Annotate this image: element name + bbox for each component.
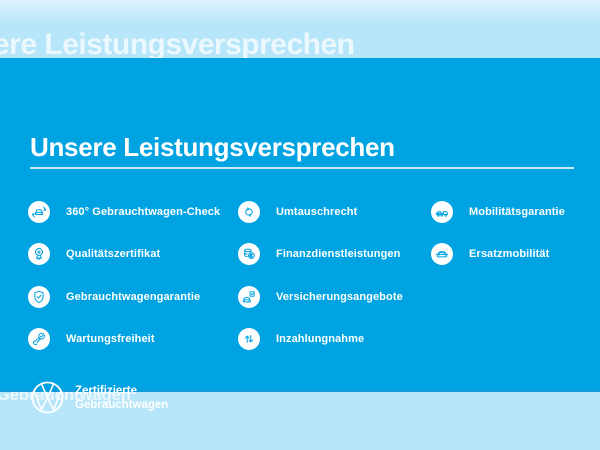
promise-item-label: Mobilitätsgarantie	[469, 206, 565, 218]
promise-item: Ersatzmobilität	[431, 243, 549, 265]
promise-item-label: Versicherungsangebote	[276, 291, 403, 303]
footer-line2: Gebrauchtwagen	[75, 398, 169, 411]
promise-item: Wartungsfreiheit	[28, 328, 155, 350]
promise-item-label: 360° Gebrauchtwagen-Check	[66, 206, 221, 218]
shield-check-icon	[28, 286, 50, 308]
promise-item: Umtauschrecht	[238, 201, 357, 223]
promise-item: Finanzdienstleistungen	[238, 243, 400, 265]
promise-item-label: Gebrauchtwagengarantie	[66, 291, 201, 303]
certified-footer: Zertifizierte Gebrauchtwagen	[30, 380, 168, 415]
page-title: Unsere Leistungsversprechen	[30, 132, 395, 162]
car-checklist-icon	[238, 286, 260, 308]
promise-item: Qualitätszertifikat	[28, 243, 160, 265]
promise-item-label: Ersatzmobilität	[469, 248, 550, 260]
coins-euro-icon	[238, 243, 260, 265]
promise-item: Mobilitätsgarantie	[431, 201, 565, 223]
promise-item-label: Inzahlungnahme	[276, 333, 365, 345]
promise-item: 360° Gebrauchtwagen-Check	[28, 201, 220, 223]
exchange-arrows-icon	[238, 201, 260, 223]
promise-item-label: Umtauschrecht	[276, 206, 358, 218]
promise-item-label: Wartungsfreiheit	[66, 333, 155, 345]
promise-item-label: Finanzdienstleistungen	[276, 248, 401, 260]
car-front-icon	[431, 243, 453, 265]
promise-item: Versicherungsangebote	[238, 286, 403, 308]
title-divider	[30, 167, 574, 169]
promise-item: Gebrauchtwagengarantie	[28, 286, 200, 308]
car-360-icon	[28, 201, 50, 223]
tow-truck-icon	[431, 201, 453, 223]
medal-icon	[28, 243, 50, 265]
background-ghost-text-top: ere Leistungsversprechen	[0, 28, 355, 61]
promise-item-label: Qualitätszertifikat	[66, 248, 161, 260]
arrows-up-down-icon	[238, 328, 260, 350]
wrench-check-icon	[28, 328, 50, 350]
promise-item: Inzahlungnahme	[238, 328, 364, 350]
footer-line1: Zertifizierte	[75, 384, 137, 397]
promise-card: Unsere Leistungsversprechen 360° Gebrauc…	[0, 58, 600, 414]
vw-logo-icon	[31, 381, 64, 414]
